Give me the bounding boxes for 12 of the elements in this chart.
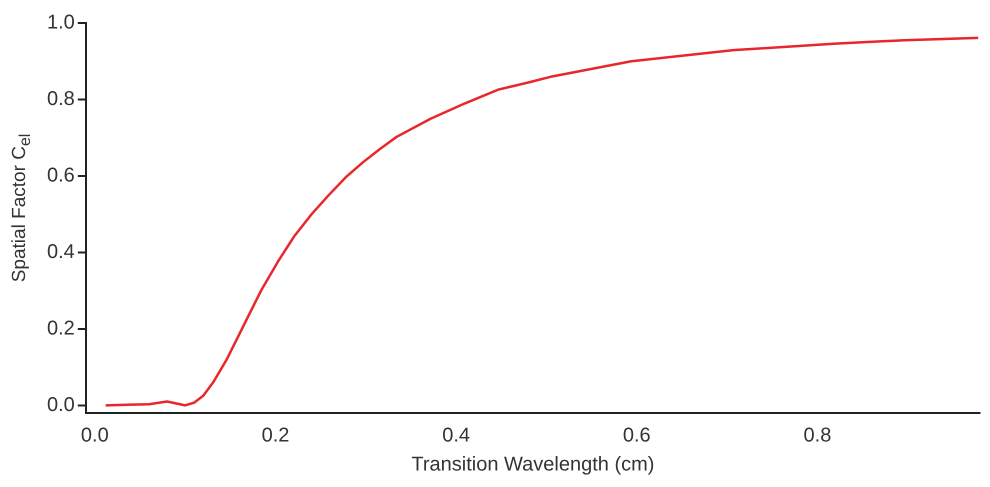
x-axis-title: Transition Wavelength (cm) (411, 454, 654, 476)
y-tick-label: 1.0 (46, 12, 75, 34)
x-tick-label: 0.8 (804, 424, 832, 447)
y-tick-label: 0.0 (46, 394, 75, 416)
x-tick-label: 0.0 (80, 424, 109, 447)
x-tick-label: 0.2 (262, 424, 290, 447)
y-tick-label: 0.2 (46, 317, 75, 340)
y-tick-label: 0.8 (46, 88, 75, 110)
x-tick-label: 0.6 (622, 424, 651, 447)
x-tick-label: 0.4 (442, 424, 470, 447)
y-tick-label: 0.6 (46, 164, 75, 186)
y-tick-label: 0.4 (46, 240, 75, 263)
